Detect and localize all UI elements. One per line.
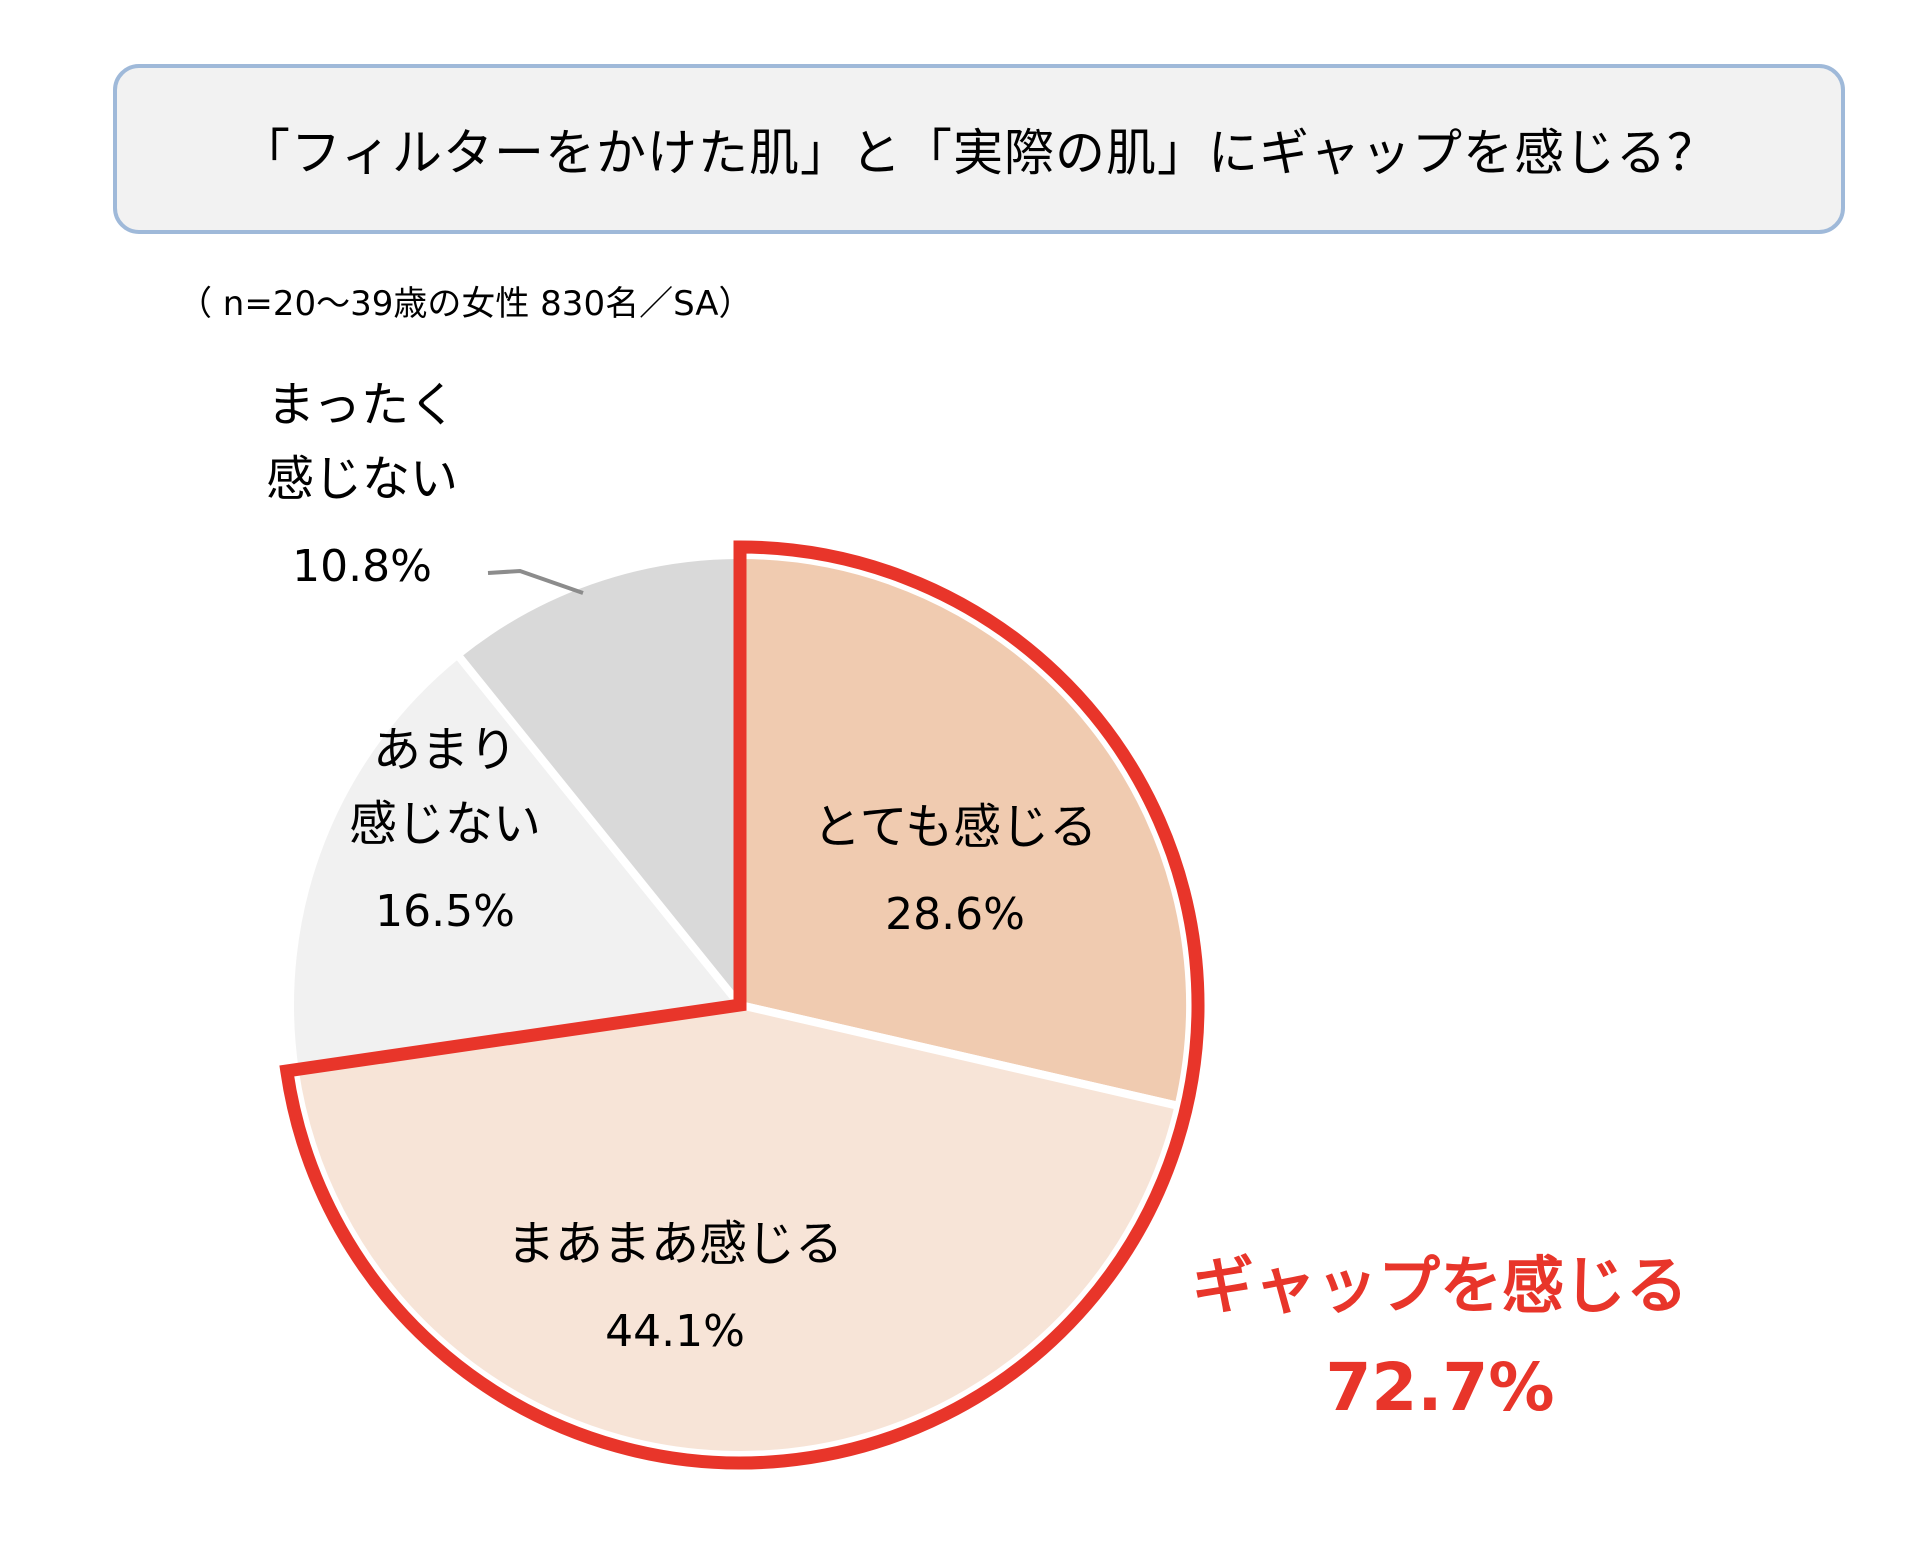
pie-slice-3 <box>286 650 744 1074</box>
slice-label-4-line-1: まったく <box>267 377 457 433</box>
pie-slice-1 <box>736 551 1194 1110</box>
slice-label-3-line-2: 感じない <box>349 796 541 852</box>
highlight-outline <box>279 540 1205 1470</box>
slice-label-4-line-2: 感じない <box>266 451 458 507</box>
chart-title: 「フィルターをかけた肌」と「実際の肌」にギャップを感じる？ <box>240 124 1718 182</box>
slice-value-label-4: 10.8% <box>292 541 432 592</box>
callout-value: 72.7% <box>1326 1349 1555 1426</box>
slice-value-label-2: 44.1% <box>605 1306 745 1357</box>
callout-label: ギャップを感じる <box>1192 1249 1688 1322</box>
slice-label-1: とても感じる <box>813 799 1097 855</box>
slice-value-label-3: 16.5% <box>375 886 515 937</box>
sample-note: （ n=20～39歳の女性 830名／SA） <box>178 284 753 324</box>
slice-value-label-1: 28.6% <box>885 889 1025 940</box>
title-box: 「フィルターをかけた肌」と「実際の肌」にギャップを感じる？ <box>113 64 1845 234</box>
pie-slice-4 <box>453 551 744 1009</box>
leader-line <box>487 568 584 595</box>
slice-label-3-line-1: あまり <box>373 722 517 778</box>
pie-slice-2 <box>290 1001 1183 1459</box>
slice-label-2: まあまあ感じる <box>507 1216 843 1272</box>
